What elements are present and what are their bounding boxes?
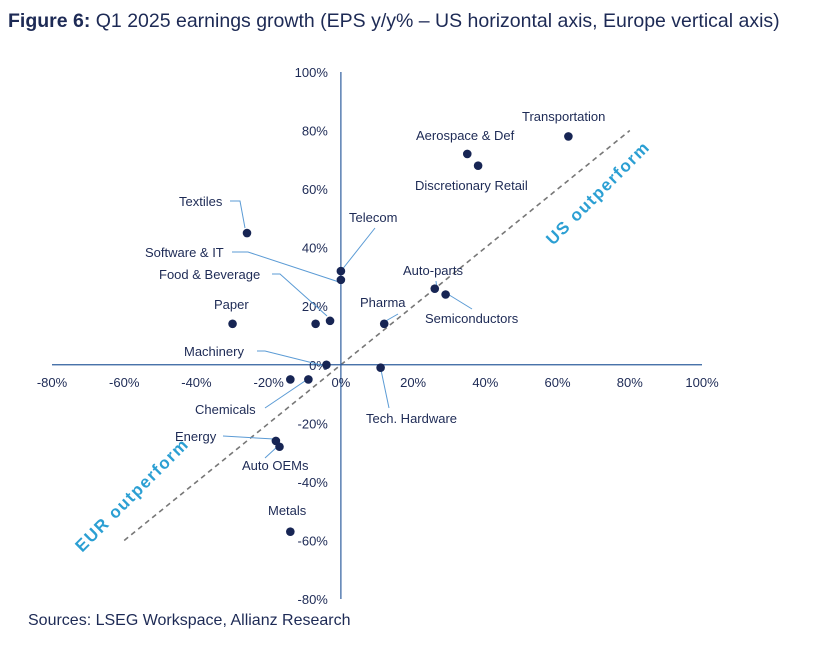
point-label: Pharma [360, 295, 406, 310]
data-point [379, 319, 389, 329]
x-tick-label: -80% [37, 375, 68, 390]
point-label: Tech. Hardware [366, 411, 457, 426]
leader-line [380, 369, 390, 409]
y-tick-label: -20% [298, 416, 329, 431]
point-label: Food & Beverage [159, 267, 260, 282]
data-point [322, 360, 331, 370]
x-tick-label: -60% [109, 375, 140, 390]
data-point [473, 161, 483, 170]
point-label: Machinery [184, 344, 244, 359]
leader-line [232, 251, 340, 283]
leader-line [230, 200, 246, 229]
data-point [564, 132, 573, 141]
leader-line [222, 435, 275, 440]
data-point [286, 527, 295, 536]
data-point [462, 149, 472, 159]
data-point [325, 316, 335, 326]
leader-line [445, 292, 473, 310]
leader-line [340, 227, 376, 272]
point-label: Auto OEMs [242, 458, 309, 473]
point-label: Metals [268, 503, 307, 518]
data-point [311, 319, 320, 329]
data-point [304, 375, 313, 384]
parity-line [123, 129, 631, 542]
y-tick-label: 60% [302, 182, 328, 197]
data-point [242, 228, 252, 238]
point-label: Paper [214, 297, 249, 312]
region-label-eur: EUR outperform [72, 435, 193, 556]
y-tick-label: 40% [302, 241, 328, 256]
data-point [430, 284, 440, 293]
point-label: Telecom [349, 210, 397, 225]
leader-line [272, 273, 328, 317]
data-point [376, 363, 385, 373]
title-text: Q1 2025 earnings growth (EPS y/y% – US h… [90, 10, 780, 32]
y-tick-label: 80% [302, 124, 328, 139]
y-tick-label: -80% [298, 592, 329, 607]
data-point [275, 442, 284, 452]
point-label: Semiconductors [425, 311, 519, 326]
leader-line [264, 446, 278, 459]
x-tick-label: 0% [331, 375, 350, 390]
x-tick-label: 20% [400, 375, 426, 390]
point-label: Transportation [522, 109, 605, 124]
leader-line [257, 350, 326, 367]
x-tick-label: 100% [685, 375, 719, 390]
x-tick-label: 80% [617, 375, 643, 390]
y-tick-label: 0% [309, 358, 328, 373]
x-tick-label: 60% [545, 375, 571, 390]
point-label: Textiles [179, 194, 223, 209]
data-point [228, 319, 237, 329]
y-tick-label: -60% [298, 533, 329, 548]
chart-title: Figure 6: Q1 2025 earnings growth (EPS y… [8, 10, 780, 33]
figure-number: Figure 6: [8, 10, 91, 32]
y-tick-label: -40% [298, 475, 329, 490]
data-point [336, 275, 346, 285]
region-label-us: US outperform [542, 137, 653, 248]
y-tick-label: 100% [295, 65, 329, 80]
y-tick-label: 20% [302, 299, 328, 314]
leader-line [264, 380, 306, 409]
point-label: Chemicals [195, 402, 256, 417]
x-tick-label: -20% [253, 375, 284, 390]
x-tick-label: -40% [181, 375, 212, 390]
point-label: Aerospace & Def [416, 128, 515, 143]
point-label: Energy [175, 429, 217, 444]
data-point [441, 290, 450, 299]
source-note: Sources: LSEG Workspace, Allianz Researc… [28, 612, 351, 629]
point-label: Software & IT [145, 245, 224, 260]
point-label: Discretionary Retail [415, 178, 528, 193]
data-point [286, 375, 295, 384]
x-tick-label: 40% [472, 375, 498, 390]
point-label: Auto-parts [403, 263, 463, 278]
data-point [336, 266, 346, 276]
